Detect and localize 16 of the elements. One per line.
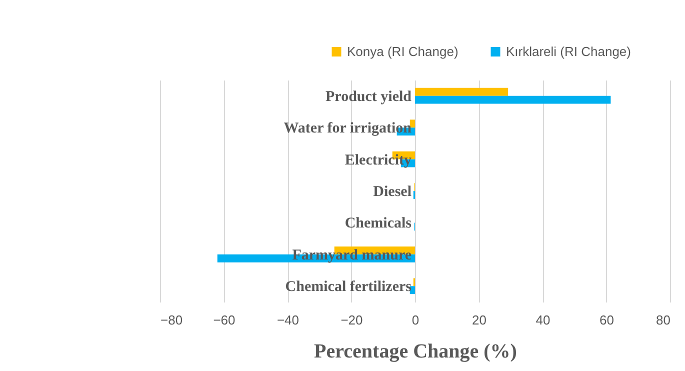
x-tick-label: −40 <box>276 312 300 328</box>
y-tick-label: Chemicals <box>344 216 412 232</box>
x-tick-label: −20 <box>340 312 363 328</box>
x-tick-label: 80 <box>656 312 670 328</box>
x-tick-label: 20 <box>472 312 486 328</box>
x-tick-label: −60 <box>213 312 236 328</box>
y-tick-label: Product yield <box>326 88 412 105</box>
legend-label: Konya (RI Change) <box>347 44 458 59</box>
y-tick-label: Diesel <box>373 184 412 200</box>
x-tick-label: −80 <box>160 312 183 328</box>
x-axis-title: Percentage Change (%) <box>314 340 517 362</box>
x-tick-label: 60 <box>600 312 614 328</box>
x-tick-label: 40 <box>536 312 550 328</box>
y-tick-label: Chemical fertilizers <box>285 279 412 296</box>
x-tick-label: 0 <box>412 312 420 328</box>
legend-label: Kırklareli (RI Change) <box>506 44 631 59</box>
